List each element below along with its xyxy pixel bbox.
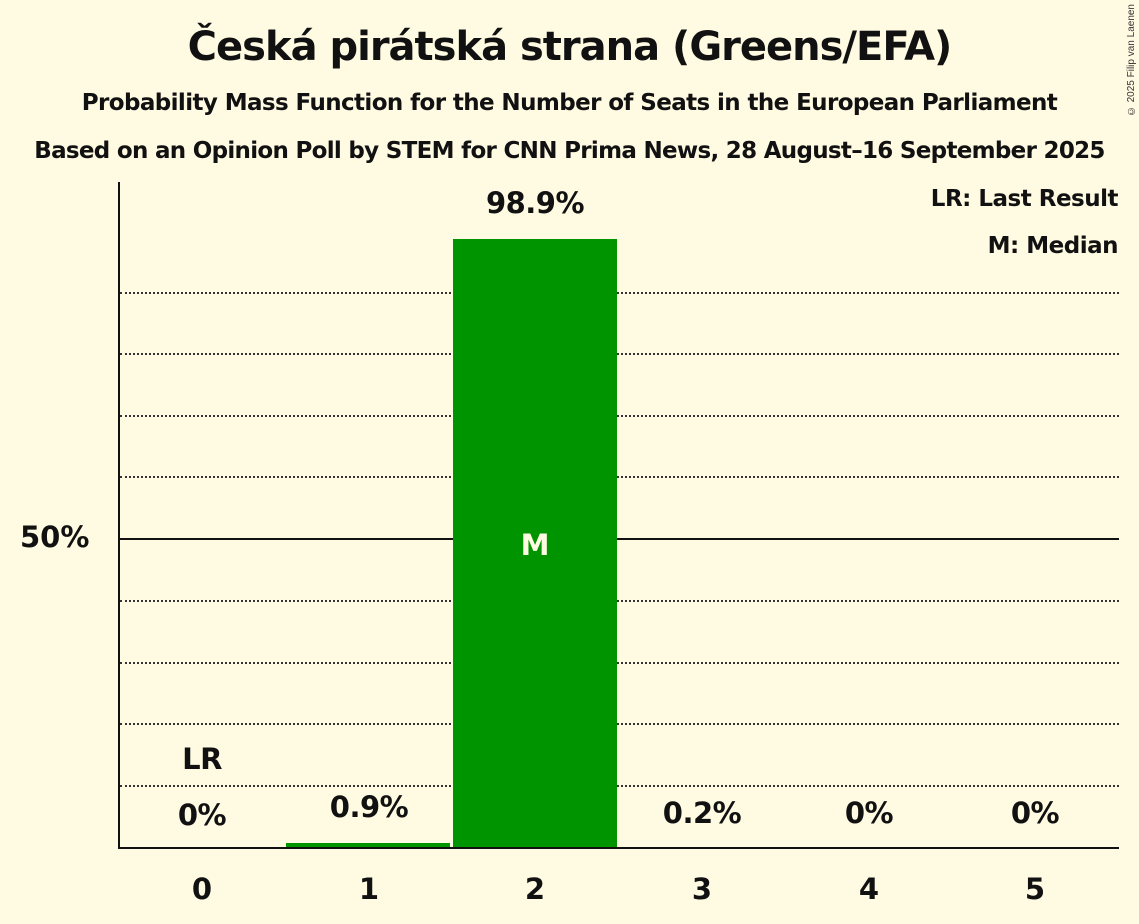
gridline-80 bbox=[120, 353, 1119, 355]
x-tick-3: 3 bbox=[691, 872, 713, 906]
value-label-5: 0% bbox=[1010, 796, 1060, 830]
x-tick-1: 1 bbox=[358, 872, 380, 906]
bar-2-seats bbox=[453, 239, 617, 848]
value-label-3: 0.2% bbox=[662, 796, 742, 830]
gridline-60 bbox=[120, 476, 1119, 478]
gridline-20 bbox=[120, 723, 1119, 725]
last-result-marker: LR bbox=[182, 742, 222, 776]
x-tick-2: 2 bbox=[524, 872, 546, 906]
y-axis bbox=[118, 182, 120, 849]
value-label-4: 0% bbox=[844, 796, 894, 830]
y-tick-50: 50% bbox=[20, 520, 90, 554]
value-label-0: 0% bbox=[177, 798, 227, 832]
gridline-90 bbox=[120, 292, 1119, 294]
chart-subtitle: Probability Mass Function for the Number… bbox=[81, 90, 1058, 116]
x-tick-5: 5 bbox=[1024, 872, 1046, 906]
gridline-50 bbox=[120, 538, 1119, 540]
x-tick-4: 4 bbox=[858, 872, 880, 906]
value-label-2: 98.9% bbox=[485, 186, 585, 220]
x-tick-0: 0 bbox=[191, 872, 213, 906]
gridline-40 bbox=[120, 600, 1119, 602]
legend-median: M: Median bbox=[987, 233, 1119, 259]
value-label-1: 0.9% bbox=[329, 790, 409, 824]
gridline-30 bbox=[120, 662, 1119, 664]
bar-1-seat bbox=[286, 843, 450, 848]
copyright-notice: © 2025 Filip van Laenen bbox=[1126, 4, 1137, 117]
median-marker: M bbox=[520, 528, 550, 562]
gridline-10 bbox=[120, 785, 1119, 787]
legend-last-result: LR: Last Result bbox=[930, 186, 1119, 212]
chart-source: Based on an Opinion Poll by STEM for CNN… bbox=[34, 138, 1105, 164]
gridline-70 bbox=[120, 415, 1119, 417]
x-axis bbox=[118, 847, 1119, 849]
chart-title: Česká pirátská strana (Greens/EFA) bbox=[187, 24, 953, 70]
